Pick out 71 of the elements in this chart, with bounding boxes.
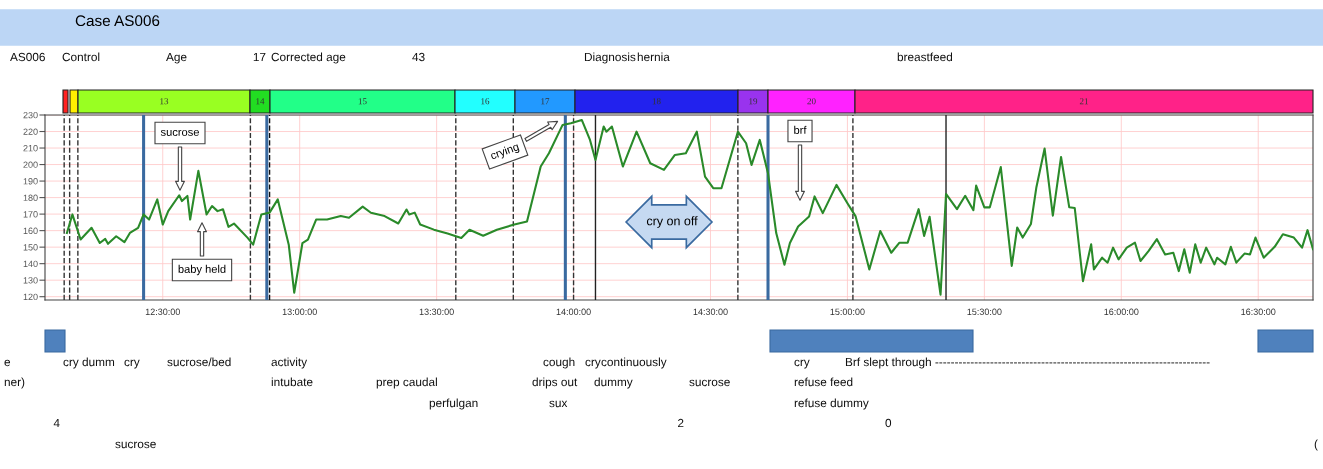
- text: Brf slept through ----------------------------------------------------------------------: [845, 357, 1210, 369]
- text: continuously: [601, 357, 667, 369]
- text: prep caudal: [376, 377, 437, 389]
- annotation: crying: [489, 142, 521, 162]
- y-tick-label: 190: [23, 178, 38, 185]
- text: perfulgan: [429, 398, 478, 410]
- text: cry: [124, 359, 140, 369]
- text: cry: [794, 359, 810, 369]
- text: refuse feed: [794, 377, 853, 387]
- text: 2: [678, 418, 684, 428]
- y-tick-label: 150: [23, 244, 38, 251]
- text: refuse dummy: [794, 398, 869, 410]
- text: cough: [543, 357, 575, 369]
- text: 21: [1079, 98, 1088, 105]
- text: 20: [807, 98, 816, 105]
- text: 18: [652, 98, 661, 105]
- y-tick-label: 200: [23, 161, 38, 168]
- text: Age: [166, 52, 187, 64]
- x-tick-label: 15:30:00: [967, 308, 1002, 315]
- annotation: baby held: [178, 264, 226, 276]
- text: Control: [62, 52, 100, 62]
- text: Diagnosis: [584, 52, 636, 64]
- text: dummy: [594, 377, 633, 389]
- text: sucrose: [115, 441, 156, 449]
- y-tick-label: 160: [23, 227, 38, 234]
- text: 14: [256, 98, 265, 105]
- y-tick-label: 170: [23, 211, 38, 218]
- x-tick-label: 14:00:00: [556, 308, 591, 315]
- text: 17: [541, 98, 550, 105]
- text: 13: [160, 98, 169, 105]
- text: 43: [412, 52, 425, 62]
- y-tick-label: 210: [23, 145, 38, 152]
- text: sucrose/bed: [167, 357, 231, 367]
- y-tick-label: 120: [23, 293, 38, 301]
- x-tick-label: 13:30:00: [419, 308, 454, 315]
- text: drips out: [532, 377, 578, 389]
- text: 16: [481, 98, 490, 105]
- text: 15: [358, 98, 367, 105]
- y-tick-label: 220: [23, 128, 38, 135]
- text: cry dumm: [63, 357, 115, 369]
- line-series: [65, 118, 1313, 296]
- text: 17: [253, 52, 266, 62]
- x-tick-label: 12:30:00: [145, 308, 180, 315]
- text: 4: [53, 418, 60, 428]
- text: AS006: [10, 52, 45, 62]
- text: hernia: [637, 52, 670, 62]
- x-tick-label: 14:30:00: [693, 308, 728, 315]
- text: breastfeed: [897, 52, 953, 62]
- text: intubate: [271, 377, 313, 387]
- annotation: brf: [794, 125, 807, 134]
- text: ner): [4, 377, 25, 389]
- x-tick-label: 13:00:00: [282, 308, 317, 315]
- text: Corrected age: [271, 52, 346, 64]
- x-tick-label: 16:30:00: [1241, 308, 1276, 315]
- chart-title: Case AS006: [75, 15, 160, 27]
- text: cry: [585, 359, 601, 369]
- annotation: sucrose: [160, 129, 199, 136]
- text: sucrose: [689, 379, 730, 387]
- text: 0: [885, 418, 892, 428]
- y-tick-label: 140: [23, 260, 38, 268]
- y-tick-label: 130: [23, 277, 38, 284]
- text: sux: [549, 400, 568, 408]
- text: e: [4, 359, 11, 367]
- text: 19: [749, 98, 758, 105]
- text: (: [1314, 439, 1318, 451]
- x-tick-label: 15:00:00: [830, 308, 865, 315]
- annotation: cry on off: [646, 216, 698, 228]
- text: activity: [271, 357, 308, 369]
- y-tick-label: 230: [23, 111, 38, 119]
- y-tick-label: 180: [23, 194, 38, 201]
- x-tick-label: 16:00:00: [1104, 308, 1139, 315]
